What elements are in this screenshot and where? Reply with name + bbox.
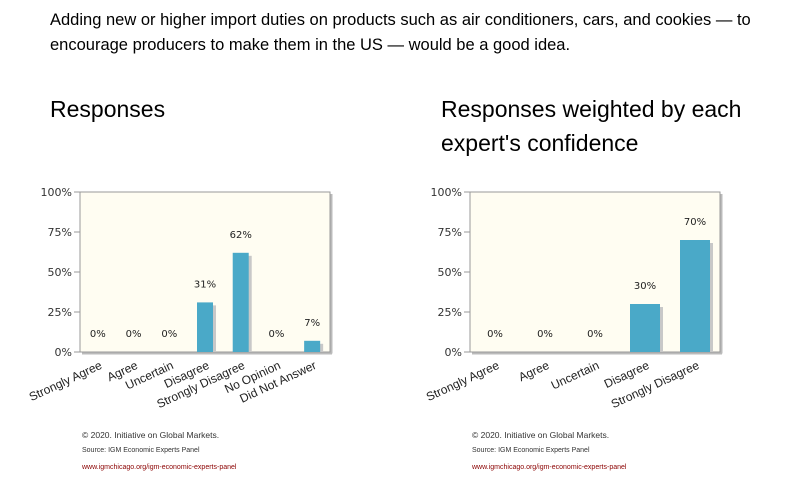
- category-label: Strongly Disagree: [609, 358, 702, 411]
- weighted-responses-bar-chart: 0%25%50%75%100%0%Strongly Agree0%Agree0%…: [424, 186, 723, 411]
- y-tick-label: 100%: [431, 186, 462, 199]
- source-link[interactable]: www.igmchicago.org/igm-economic-experts-…: [82, 464, 237, 471]
- bar-value-label: 0%: [487, 329, 503, 340]
- y-tick-label: 25%: [438, 306, 462, 319]
- source-text: Source: IGM Economic Experts Panel: [82, 447, 200, 454]
- y-tick-label: 25%: [48, 306, 72, 319]
- bar-value-label: 62%: [230, 230, 252, 241]
- category-label: Strongly Agree: [27, 358, 105, 404]
- question-text: Adding new or higher import duties on pr…: [50, 11, 751, 54]
- chart-footer-left: © 2020. Initiative on Global Markets. So…: [82, 430, 236, 471]
- y-tick-label: 75%: [48, 226, 72, 239]
- y-tick-label: 50%: [48, 266, 72, 279]
- bar: [630, 304, 660, 352]
- bar: [304, 340, 321, 352]
- bar: [232, 252, 249, 352]
- source-text: Source: IGM Economic Experts Panel: [472, 447, 590, 454]
- y-tick-label: 75%: [438, 226, 462, 239]
- bar-value-label: 0%: [90, 329, 106, 340]
- y-tick-label: 0%: [445, 346, 462, 359]
- copyright-text: © 2020. Initiative on Global Markets.: [472, 430, 610, 440]
- source-link[interactable]: www.igmchicago.org/igm-economic-experts-…: [472, 464, 627, 471]
- bar-value-label: 30%: [634, 281, 656, 292]
- plot-area: [469, 191, 721, 353]
- y-tick-label: 0%: [55, 346, 72, 359]
- category-label: Strongly Agree: [424, 358, 502, 404]
- bar-value-label: 31%: [194, 279, 216, 290]
- bar-value-label: 7%: [304, 318, 320, 329]
- bar-value-label: 0%: [161, 329, 177, 340]
- category-label: Agree: [516, 358, 551, 384]
- bar-value-label: 70%: [684, 217, 706, 228]
- category-label: Uncertain: [549, 358, 601, 392]
- bar-value-label: 0%: [268, 329, 284, 340]
- y-tick-label: 50%: [438, 266, 462, 279]
- copyright-text: © 2020. Initiative on Global Markets.: [82, 430, 220, 440]
- responses-heading: Responses: [50, 96, 166, 122]
- bar: [197, 302, 213, 352]
- bar-value-label: 0%: [537, 329, 553, 340]
- chart-footer-right: © 2020. Initiative on Global Markets. So…: [472, 430, 626, 471]
- bar: [680, 240, 710, 352]
- y-tick-label: 100%: [41, 186, 72, 199]
- bar-value-label: 0%: [587, 329, 603, 340]
- bar-value-label: 0%: [126, 329, 142, 340]
- responses-bar-chart: 0%25%50%75%100%0%Strongly Agree0%Agree0%…: [27, 186, 333, 411]
- weighted-responses-heading: Responses weighted by each expert's conf…: [441, 96, 742, 156]
